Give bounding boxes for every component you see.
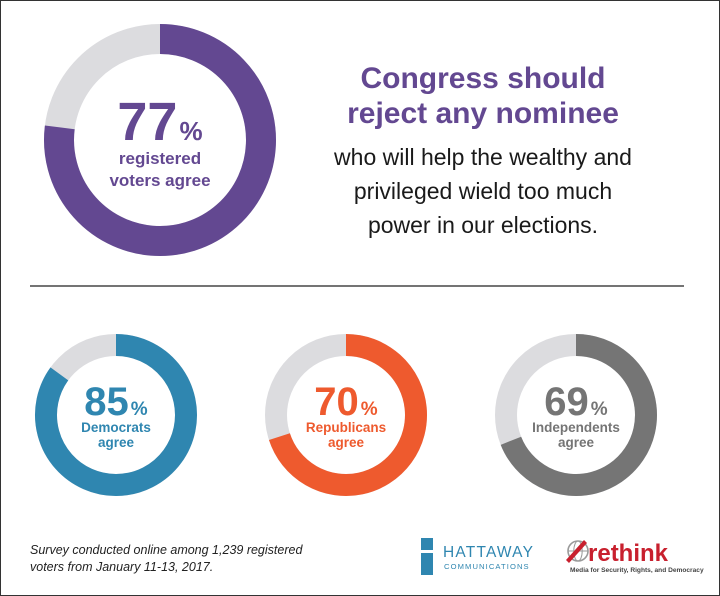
rethink-tagline: Media for Security, Rights, and Democrac…: [570, 567, 704, 574]
donut-label-democrats-2: agree: [98, 435, 135, 450]
rethink-globe-icon: [566, 540, 589, 563]
donut-slice-independents: [500, 334, 657, 496]
headline-body-line-3: power in our elections.: [368, 212, 598, 238]
headline-bold-line-2: reject any nominee: [347, 97, 619, 130]
donut-label-democrats-1: Democrats: [81, 420, 151, 435]
hattaway-name: HATTAWAY: [443, 544, 534, 561]
donut-slice-democrats: [35, 334, 197, 496]
headline-bold-line-1: Congress should: [360, 62, 605, 95]
footnote-line-2: voters from January 11-13, 2017.: [30, 560, 214, 574]
survey-footnote: Survey conducted online among 1,239 regi…: [30, 542, 330, 576]
donut-value-democrats: 85%: [84, 380, 148, 424]
donut-slice-republicans: [268, 334, 427, 496]
donut-label-republicans-2: agree: [328, 435, 365, 450]
rethink-logo: rethink Media for Security, Rights, and …: [566, 540, 704, 574]
rethink-name: rethink: [588, 540, 669, 567]
donut-value-registered-voters: 77%: [117, 92, 202, 152]
donut-label-republicans-1: Republicans: [306, 420, 386, 435]
donut-label-independents-2: agree: [558, 435, 595, 450]
hattaway-mark-icon: [421, 538, 433, 575]
donut-label-registered-voters-1: registered: [119, 149, 201, 168]
headline-body-line-1: who will help the wealthy and: [333, 144, 632, 170]
headline-body-line-2: privileged wield too much: [354, 178, 612, 204]
donut-value-republicans: 70%: [314, 380, 378, 424]
donut-slice-registered-voters: [44, 24, 276, 256]
footnote-line-1: Survey conducted online among 1,239 regi…: [30, 543, 303, 557]
donut-label-registered-voters-2: voters agree: [109, 171, 210, 190]
hattaway-logo: HATTAWAY COMMUNICATIONS: [421, 538, 534, 575]
donut-registered-voters: 77%registered voters agree: [44, 24, 276, 256]
donut-label-independents-1: Independents: [532, 420, 620, 435]
donut-value-independents: 69%: [544, 380, 608, 424]
hattaway-subtitle: COMMUNICATIONS: [444, 562, 530, 571]
headline: Congress should reject any nominee who w…: [333, 62, 632, 238]
